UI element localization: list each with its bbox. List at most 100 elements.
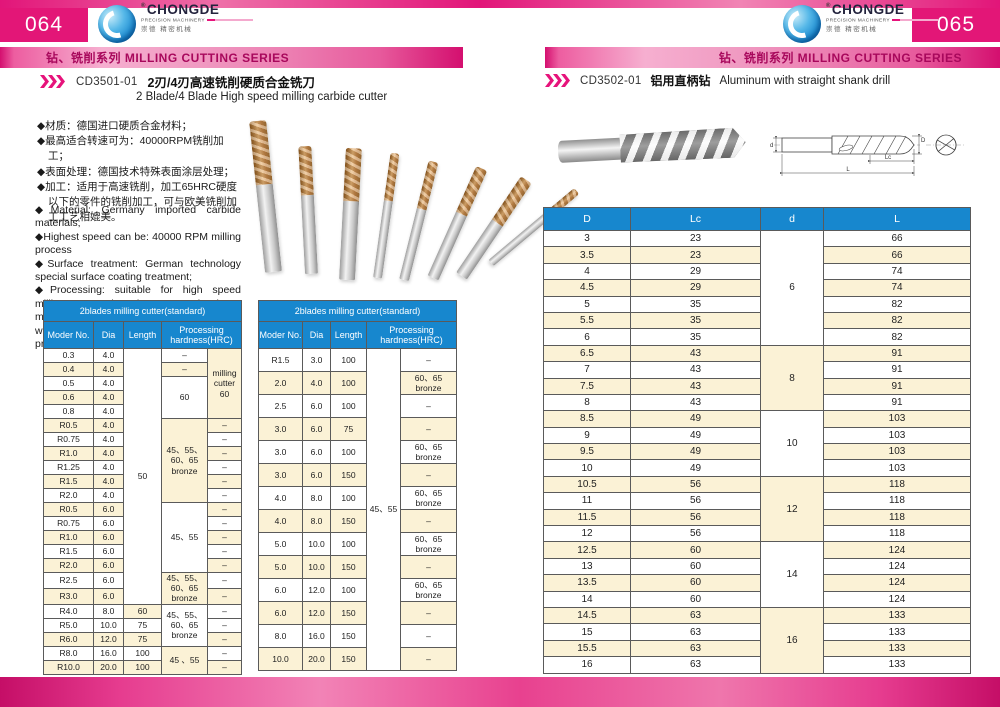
milling-cutter-spec-table-1: 2blades milling cutter(standard) Moder No…: [43, 300, 242, 675]
table-row: 0.3 4.0 50– milling cutter 60: [43, 348, 242, 605]
table-header-cell: Dia: [302, 321, 331, 349]
table-cell: 56: [630, 525, 761, 543]
table-cell: 8.0: [93, 603, 124, 619]
table-cell: 0.3: [43, 348, 94, 363]
brand-name: ®CHONGDE: [141, 2, 220, 17]
table-cell: 6: [760, 230, 824, 346]
table-cell: 91: [823, 361, 971, 379]
table-cell: 6.0: [93, 516, 124, 531]
brand-subtitle: PRECISION MACHINERY: [826, 18, 939, 24]
table-cell: 75: [330, 417, 367, 441]
chongde-logo: ®CHONGDE PRECISION MACHINERY 崇德 精密机械: [98, 2, 254, 47]
table-cell: 4.0: [93, 376, 124, 391]
table-cell: –: [207, 544, 242, 559]
table-row: 6.0 12.0 150 –: [258, 601, 457, 625]
table-cell: 3: [543, 229, 631, 248]
registered-mark-icon: ®: [826, 3, 831, 9]
table-cell: 124: [823, 574, 971, 592]
table-cell: 6.0: [93, 572, 124, 589]
table-cell: 74: [823, 262, 971, 281]
table-row: 10.5 56 12 118: [543, 475, 971, 543]
table-cell: 49: [630, 410, 761, 428]
table-cell: 56: [630, 475, 761, 494]
table-cell: –: [207, 530, 242, 545]
table-cell: –: [207, 617, 242, 633]
table-header-cell: d: [760, 207, 824, 231]
table-cell: 6.0: [93, 544, 124, 559]
table-cell: –: [207, 631, 242, 647]
dim-label-L: L: [846, 167, 850, 173]
table-cell: –: [400, 601, 457, 625]
table-cell: 6.0: [302, 394, 331, 418]
table-cell: –: [400, 509, 457, 533]
table-cell: 50: [123, 348, 162, 605]
table-cell: 4.0: [93, 446, 124, 461]
table-row: 4.0 8.0 100 60、65 bronze: [258, 486, 457, 510]
table-cell: 43: [630, 393, 761, 412]
top-decorative-strip: [0, 0, 1000, 8]
table-cell: 8.0: [258, 624, 303, 648]
table-cell: 4.0: [93, 432, 124, 447]
table-header-cell: Processing hardness(HRC): [161, 321, 242, 349]
table-cell: 60: [630, 541, 761, 559]
table-row: 5 35 82: [543, 295, 971, 313]
table-cell: 12.0: [302, 601, 331, 625]
milling-cutter-spec-table-2: 2blades milling cutter(standard) Moder No…: [258, 300, 457, 671]
series-banner-text: 钻、铣削系列 MILLING CUTTING SERIES: [718, 51, 962, 65]
table-cell: 60、65 bronze: [400, 371, 457, 395]
table-row: 7 43 91: [543, 361, 971, 379]
table-header-cell: Length: [330, 321, 367, 349]
table-cell: 60、65 bronze: [400, 440, 457, 464]
table-cell: 60: [161, 376, 208, 419]
table-cell: 43: [630, 361, 761, 379]
table-row: 9.5 49 103: [543, 443, 971, 461]
table-cell: –: [161, 348, 208, 363]
bottom-decorative-bar: [0, 677, 1000, 707]
table-cell: 0.6: [43, 390, 94, 405]
table-cell: 60、65 bronze: [400, 532, 457, 556]
table-row: 0.8 4.0: [43, 404, 242, 419]
table-title-row: 2blades milling cutter(standard): [43, 300, 242, 322]
table-cell: 103: [823, 443, 971, 461]
table-cell: 66: [823, 246, 971, 264]
product-title-left: CD3501-01 2刃/4刃高速铣削硬质合金铣刀: [40, 72, 315, 91]
table-cell: R0.5: [43, 502, 94, 517]
table-cell: 0.8: [43, 404, 94, 419]
table-row: R0.75 6.0 –: [43, 516, 242, 531]
table-cell: –: [207, 488, 242, 503]
table-cell: 8.0: [302, 486, 331, 510]
table-cell: 100: [330, 532, 367, 556]
table-cell: 16: [543, 656, 631, 674]
table-cell: 60: [123, 603, 162, 619]
table-cell: 29: [630, 279, 761, 297]
product-title-right: CD3502-01 铝用直柄钻 Aluminum with straight s…: [545, 72, 890, 89]
table-title-row: 2blades milling cutter(standard): [258, 300, 457, 322]
table-cell: 0.5: [43, 376, 94, 391]
logo-accent-line: [207, 18, 254, 21]
table-cell: 63: [630, 639, 761, 658]
table-row: 9 49 103: [543, 426, 971, 445]
table-row: R4.0 8.0 60 45、55、60、65 bronze –: [43, 603, 242, 647]
table-cell: 6.0: [93, 502, 124, 517]
table-row: 15 63 133: [543, 623, 971, 641]
table-cell: 15.5: [543, 639, 631, 658]
table-cell: 150: [330, 509, 367, 533]
table-cell: R1.0: [43, 446, 94, 461]
table-cell: –: [207, 516, 242, 531]
table-row: 13.5 60 124: [543, 574, 971, 592]
table-cell: 10.0: [93, 617, 124, 633]
table-cell: 56: [630, 508, 761, 527]
table-cell: 6.0: [302, 440, 331, 464]
page-number-right: 065: [912, 8, 1000, 42]
table-cell: 150: [330, 601, 367, 625]
table-cell: 75: [123, 617, 162, 633]
table-cell: R5.0: [43, 617, 94, 633]
table-cell: 35: [630, 328, 761, 346]
table-row: 15.5 63 133: [543, 639, 971, 658]
brand-name-chinese: 崇德 精密机械: [826, 25, 878, 33]
table-cell: 23: [630, 229, 761, 248]
table-row: 8.5 49 10 103: [543, 410, 971, 477]
table-cell: –: [207, 558, 242, 573]
table-cell: 6.0: [302, 417, 331, 441]
table-cell: 10.0: [258, 647, 303, 671]
